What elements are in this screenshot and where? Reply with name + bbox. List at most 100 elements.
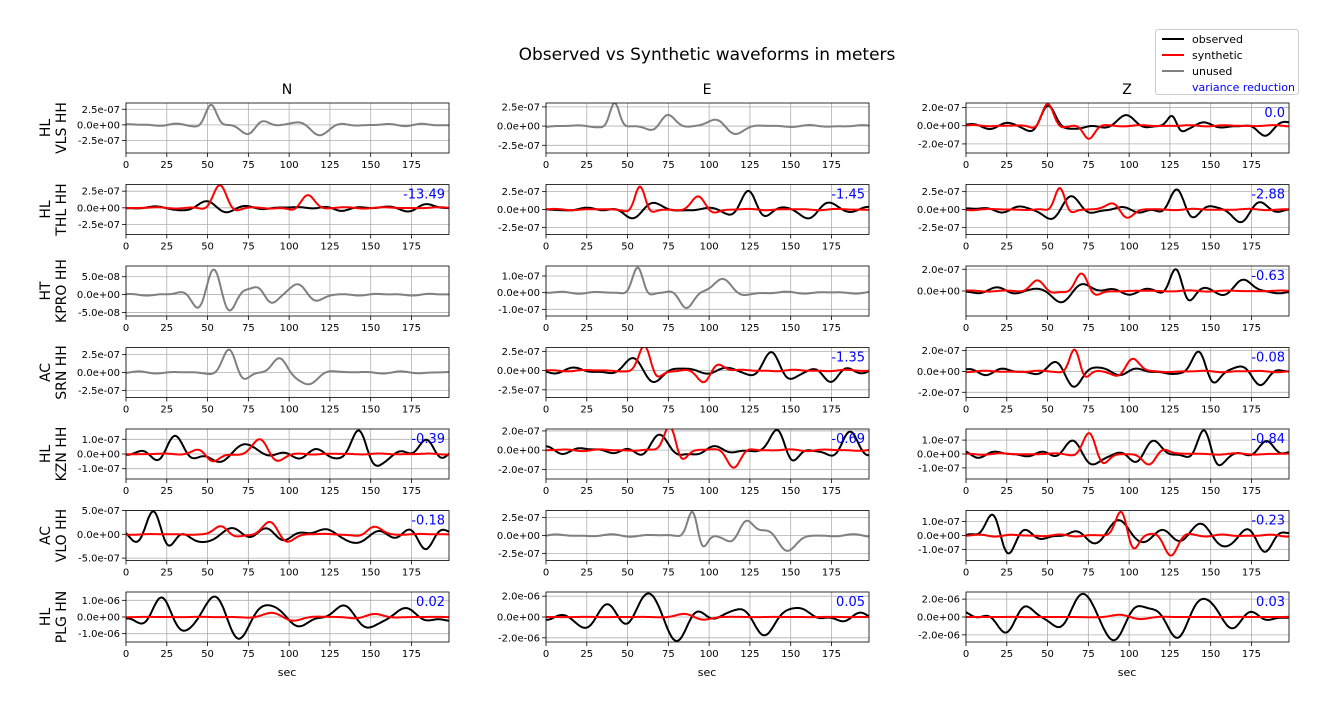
x-tick-label: 50 [1041,323,1054,334]
x-tick-label: 50 [201,242,214,253]
x-tick-label: 50 [201,405,214,416]
x-tick-label: 0 [123,242,129,253]
legend-swatch-variance-reduction [1162,86,1184,88]
y-tick-label: 0.0e+00 [917,613,960,624]
panel-frame [965,591,1290,643]
station-label-line: KPRO HH [54,259,70,323]
panel-frame [125,428,450,480]
y-tick-label: 0.0e+00 [917,287,960,298]
x-tick-label: 0 [963,323,969,334]
x-tick-label: 75 [1082,649,1095,660]
legend-swatch-synthetic [1162,54,1184,56]
x-tick-label: 50 [1041,486,1054,497]
panel-frame [965,265,1290,317]
y-tick-label: 0.0e+00 [497,531,540,542]
x-tick-label: 100 [280,405,299,416]
x-tick-label: 75 [662,486,675,497]
x-tick-label: 50 [621,160,634,171]
x-tick-label: 125 [320,160,339,171]
panel-frame [965,428,1290,480]
x-tick-label: 25 [1000,242,1013,253]
x-tick-label: 100 [700,160,719,171]
station-label-3: ACSRN HH [38,345,70,400]
station-label-line: HL [38,119,54,138]
y-tick-label: 2.5e-07 [922,187,960,198]
y-tick-label: -2.5e-07 [78,386,120,397]
x-tick-label: 50 [621,323,634,334]
synthetic-trace [966,348,1289,378]
panel-0-z: 0 25 50 75 100 125 150 175 2.0e-07 0.0e+00 -2.0e-0… [917,102,1290,171]
station-label-line: KZN HH [54,427,70,482]
station-label-line: HL [38,445,54,464]
x-tick-label: 150 [361,486,380,497]
panel-3-e: 0 25 50 75 100 125 150 175 2.5e-07 0.0e+00 -2.5e-0… [497,347,870,416]
panel-frame [125,347,450,398]
x-tick-label: 75 [242,242,255,253]
x-tick-label: 75 [242,323,255,334]
unused-trace [126,268,449,312]
x-tick-label: 100 [1120,568,1139,579]
x-tick-label: 0 [543,486,549,497]
panel-5-n: 0 25 50 75 100 125 150 175 5.0e-07 0.0e+00 -5.0e-0… [77,506,450,579]
x-tick-label: 0 [963,649,969,660]
x-tick-label: 50 [621,405,634,416]
x-tick-label: 125 [740,160,759,171]
station-label-1: HLTHL HH [38,183,70,236]
x-tick-label: 25 [160,649,173,660]
station-label-line: HL [38,200,54,219]
x-tick-label: 175 [1242,568,1261,579]
column-title-z: Z [1122,82,1132,98]
x-tick-label: 25 [160,486,173,497]
legend-label-unused: unused [1192,64,1233,78]
legend-label-observed: observed [1192,32,1243,46]
synthetic-trace [966,432,1289,466]
x-tick-label: 0 [123,160,129,171]
panel-frame [545,510,870,561]
x-tick-label: 25 [1000,649,1013,660]
y-tick-label: 0.0e+00 [497,205,540,216]
x-tick-label: 75 [662,323,675,334]
x-tick-label: 100 [280,486,299,497]
panel-4-z: 0 25 50 75 100 125 150 175 1.0e-07 0.0e+00 -1.0e-0… [917,428,1290,497]
x-tick-label: 50 [621,242,634,253]
x-tick-label: 100 [700,405,719,416]
observed-trace [966,429,1289,467]
x-tick-label: 25 [580,160,593,171]
panel-frame [545,102,870,154]
x-tick-label: 75 [1082,405,1095,416]
x-tick-label: 150 [361,242,380,253]
x-tick-label: 0 [123,568,129,579]
panel-frame [965,184,1290,235]
y-tick-label: 0.0e+00 [917,450,960,461]
variance-reduction-label: -1.45 [831,188,865,203]
x-tick-label: 175 [822,160,841,171]
x-tick-label: 175 [1242,160,1261,171]
variance-reduction-label: -0.39 [411,432,445,447]
synthetic-trace [546,612,869,621]
y-tick-label: -2.0e-06 [498,633,540,644]
observed-trace [966,268,1289,304]
y-tick-label: 0.0e+00 [77,530,120,541]
y-tick-label: 2.0e-06 [502,592,540,603]
y-tick-label: 0.0e+00 [497,366,540,377]
x-tick-label: 0 [543,568,549,579]
x-tick-label: 125 [1160,242,1179,253]
x-tick-label: 25 [580,568,593,579]
x-tick-label: 25 [1000,405,1013,416]
panel-frame [125,184,450,235]
observed-trace [966,350,1289,388]
synthetic-trace [126,438,449,463]
y-tick-label: 1.0e-07 [502,272,540,283]
x-tick-label: 0 [543,242,549,253]
y-tick-label: 5.0e-07 [82,506,120,517]
variance-reduction-label: -0.18 [411,514,445,529]
y-tick-label: 2.0e-07 [502,426,540,437]
x-tick-label: 125 [1160,486,1179,497]
x-tick-label: 75 [242,649,255,660]
x-tick-label: 150 [361,160,380,171]
legend: observed synthetic unused variance reduc… [1155,29,1299,95]
y-tick-label: 2.5e-07 [502,187,540,198]
x-tick-label: 150 [1201,486,1220,497]
x-tick-label: 75 [1082,160,1095,171]
